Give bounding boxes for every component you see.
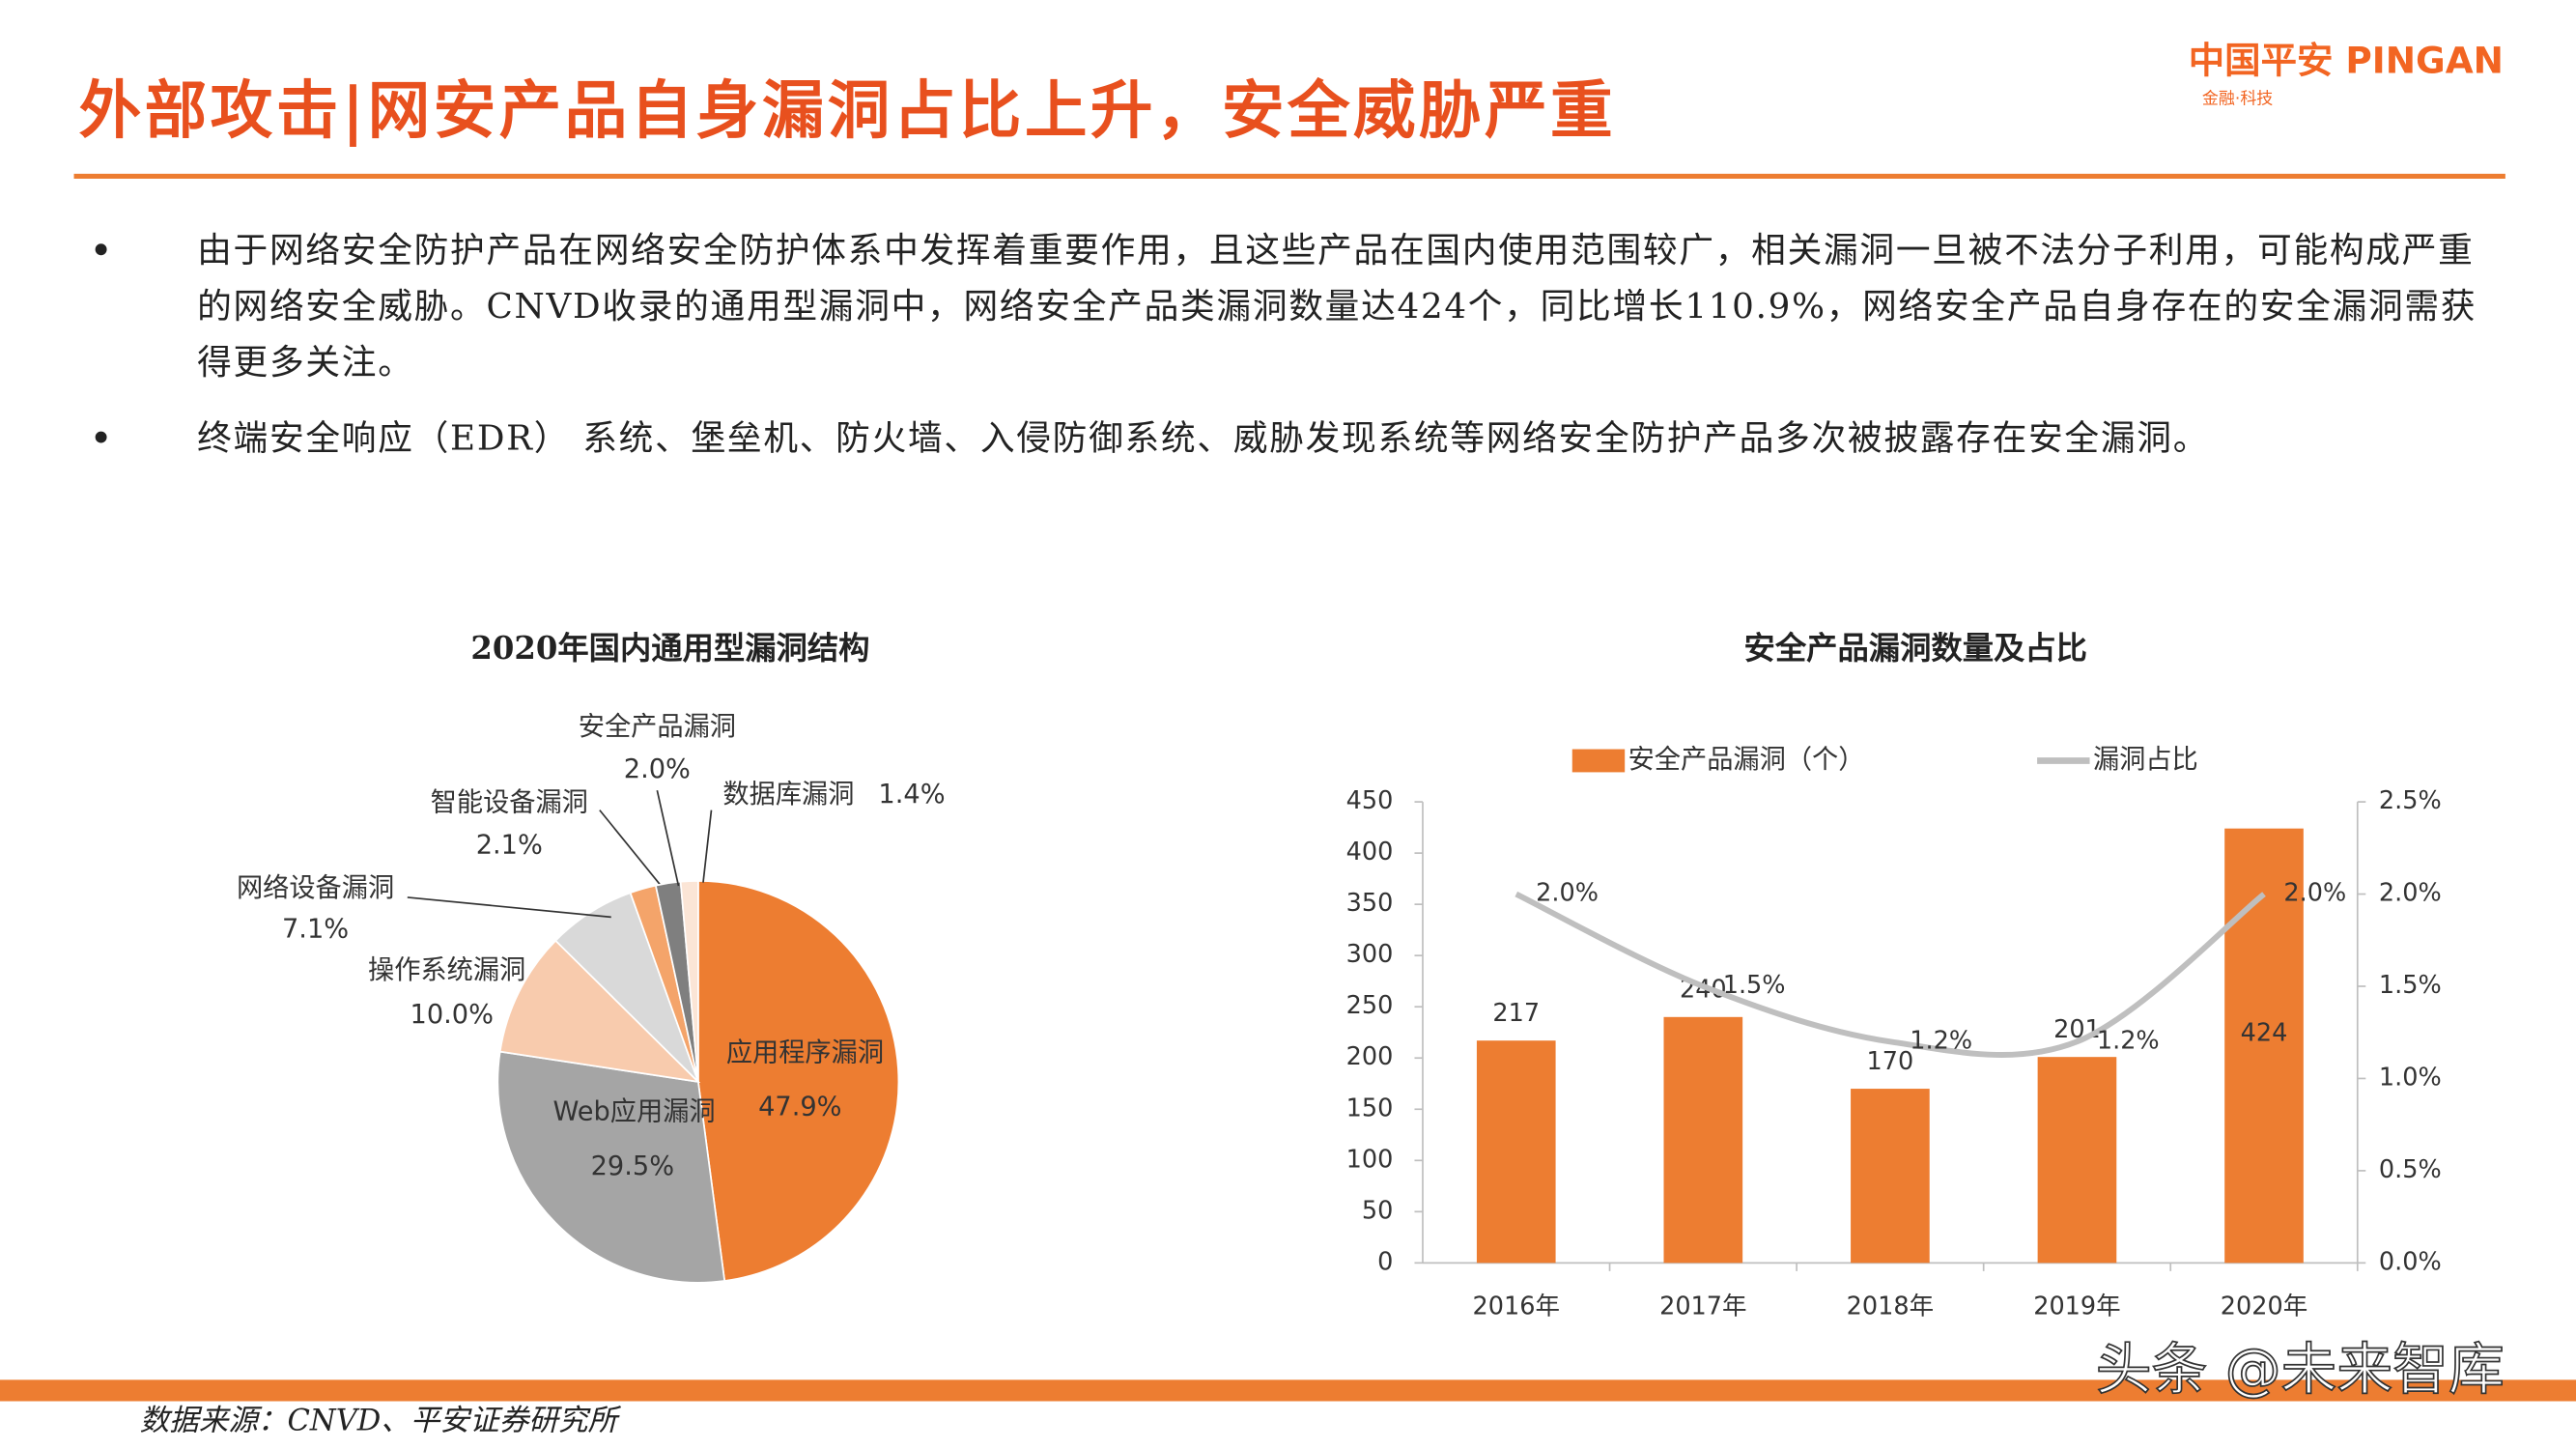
slice-value-label: 7.1% bbox=[282, 915, 349, 945]
x-tick-label: 2018年 bbox=[1847, 1292, 1934, 1321]
x-tick-label: 2016年 bbox=[1473, 1292, 1560, 1321]
y2-tick-label: 1.5% bbox=[2379, 971, 2442, 1000]
y-tick-label: 0 bbox=[1377, 1247, 1393, 1276]
y-tick-label: 250 bbox=[1346, 991, 1394, 1020]
y-tick-label: 50 bbox=[1362, 1196, 1393, 1225]
y2-tick-label: 2.5% bbox=[2379, 786, 2442, 815]
leader-line bbox=[656, 789, 680, 887]
x-tick-label: 2017年 bbox=[1659, 1292, 1746, 1321]
logo: 中国平安 PINGAN bbox=[2189, 39, 2504, 81]
pie-slice bbox=[498, 939, 701, 1084]
y-tick-label: 150 bbox=[1346, 1094, 1394, 1122]
legend-label: 安全产品漏洞（个） bbox=[1628, 745, 1865, 775]
chart-title: 2020年国内通用型漏洞结构 bbox=[470, 630, 869, 667]
pie-slice bbox=[496, 1050, 726, 1284]
slice-value-label: 1.4% bbox=[878, 780, 945, 810]
y-tick-label: 350 bbox=[1346, 889, 1394, 918]
slice-value-label: 2.0% bbox=[624, 754, 691, 784]
pie-slice bbox=[697, 880, 900, 1282]
chart-title: 安全产品漏洞数量及占比 bbox=[1744, 630, 2087, 667]
slice-label: 安全产品漏洞 bbox=[579, 712, 736, 742]
leader-line bbox=[702, 810, 713, 883]
bar bbox=[2224, 828, 2304, 1264]
line-value-label: 1.2% bbox=[2097, 1026, 2160, 1055]
legend-label: 漏洞占比 bbox=[2093, 745, 2198, 775]
line-series bbox=[1514, 891, 2266, 1058]
y-tick-label: 450 bbox=[1346, 786, 1394, 815]
source: 数据来源：CNVD、平安证券研究所 bbox=[140, 1405, 622, 1438]
bar bbox=[1663, 1016, 1743, 1264]
bar-value-label: 424 bbox=[2241, 1019, 2288, 1048]
x-tick-label: 2019年 bbox=[2033, 1292, 2120, 1321]
slice-label: 数据库漏洞 bbox=[722, 780, 854, 810]
slice-value-label: 10.0% bbox=[410, 1000, 494, 1030]
bar-value-label: 217 bbox=[1492, 999, 1540, 1028]
slice-label: 操作系统漏洞 bbox=[368, 955, 525, 985]
slice-value-label: 47.9% bbox=[758, 1093, 841, 1122]
bar bbox=[1851, 1089, 1930, 1264]
bullet-dot bbox=[95, 431, 107, 443]
watermark: 头条 @未来智库 bbox=[2096, 1337, 2505, 1403]
slice-value-label: 29.5% bbox=[591, 1151, 674, 1181]
line-value-label: 2.0% bbox=[1536, 879, 1599, 908]
logo-tagline: 金融·科技 bbox=[2202, 89, 2273, 108]
y-tick-label: 100 bbox=[1346, 1145, 1394, 1174]
bullet-dot bbox=[95, 243, 107, 256]
y2-tick-label: 0.0% bbox=[2379, 1247, 2442, 1276]
bullet-text: 终端安全响应（EDR） 系统、堡垒机、防火墙、入侵防御系统、威胁发现系统等网络安… bbox=[197, 417, 2210, 458]
slice-value-label: 2.1% bbox=[476, 831, 543, 861]
pie-slice bbox=[679, 880, 699, 1082]
y2-tick-label: 0.5% bbox=[2379, 1155, 2442, 1184]
bar bbox=[1476, 1040, 1556, 1264]
line-value-label: 2.0% bbox=[2283, 879, 2346, 908]
y2-tick-label: 2.0% bbox=[2379, 879, 2442, 908]
footer-band bbox=[0, 1379, 2576, 1402]
slice-label: Web应用漏洞 bbox=[552, 1097, 715, 1127]
y2-tick-label: 1.0% bbox=[2379, 1063, 2442, 1092]
slice-label: 网络设备漏洞 bbox=[237, 873, 394, 903]
slice-label: 智能设备漏洞 bbox=[431, 787, 588, 817]
bar-value-label: 170 bbox=[1867, 1047, 1914, 1076]
y-tick-label: 200 bbox=[1346, 1042, 1394, 1071]
y-tick-label: 300 bbox=[1346, 940, 1394, 969]
y-tick-label: 400 bbox=[1346, 838, 1394, 867]
line-value-label: 1.2% bbox=[1910, 1026, 1972, 1055]
leader-line bbox=[599, 810, 665, 890]
slice-label: 应用程序漏洞 bbox=[726, 1037, 884, 1067]
line-value-label: 1.5% bbox=[1723, 971, 1786, 1000]
bullet-text: 由于网络安全防护产品在网络安全防护体系中发挥着重要作用，且这些产品在国内使用范围… bbox=[197, 230, 2477, 383]
legend-swatch bbox=[1571, 749, 1626, 773]
bar bbox=[2037, 1057, 2117, 1264]
x-tick-label: 2020年 bbox=[2221, 1292, 2307, 1321]
leader-line bbox=[407, 896, 611, 919]
title: 外部攻击|网安产品自身漏洞占比上升，安全威胁严重 bbox=[79, 73, 1616, 147]
